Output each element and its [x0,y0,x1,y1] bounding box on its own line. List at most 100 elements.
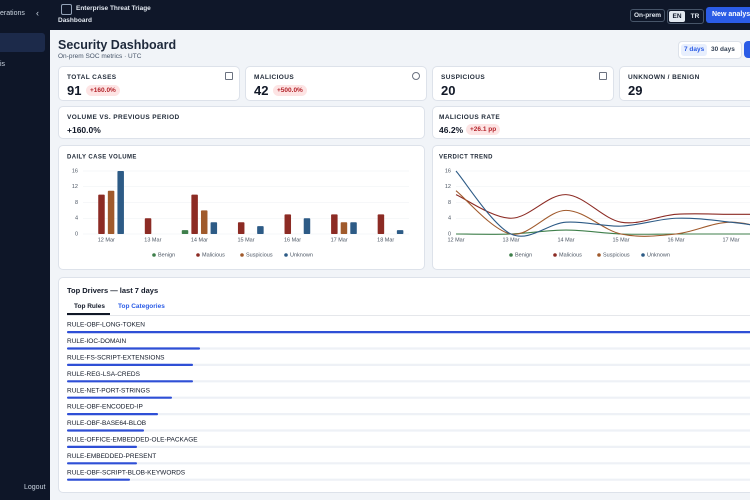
range-option[interactable]: 7 days [681,44,708,56]
bar [67,413,158,416]
y-tick-label: 0 [448,231,451,237]
kpi-value: 91 [67,83,82,98]
range-switch: 7 days 30 days [678,41,742,59]
legend-swatch [641,253,645,257]
x-tick-label: 16 Mar [284,237,301,243]
chart-card: VERDICT TREND 0 4 8 12 16 12 Mar 13 Mar 14 Mar 1… [432,145,750,270]
summary-change: +26.1 pp [466,124,501,135]
legend-swatch [597,253,601,257]
rule-name: RULE-OBF-ENCODED-IP [67,404,143,411]
bar-track [67,429,750,432]
rule-name: RULE-OFFICE-EMBEDDED-OLE-PACKAGE [67,437,198,444]
x-tick-label: 17 Mar [722,237,739,243]
chart-title: VERDICT TREND [439,155,493,161]
page-title: Security Dashboard [58,38,177,52]
rule-name: RULE-EMBEDDED-PRESENT [67,453,156,460]
rule-name: RULE-NET-PORT-STRINGS [67,387,151,394]
y-tick-label: 4 [448,216,451,222]
kpi-label: MALICIOUS [254,74,295,81]
language-switch: EN TR [667,9,704,24]
y-tick-label: 8 [75,200,78,206]
x-tick-label: 14 Mar [191,237,208,243]
kpi-change: +160.0% [86,85,120,96]
trend-line [455,194,750,224]
x-tick-label: 16 Mar [667,237,684,243]
trend-line [455,170,750,237]
card-title: Top Drivers — last 7 days [67,286,159,295]
kpi-icon [225,72,233,80]
legend-label: Suspicious [246,252,273,258]
tab-active[interactable]: Top Rules [74,303,105,310]
top-drivers-card: Top Drivers — last 7 days Top Rules Top … [58,277,750,493]
bar [67,347,200,350]
summary-card: VOLUME VS. PREVIOUS PERIOD +160.0% [58,106,425,139]
y-tick-label: 16 [72,168,78,174]
x-tick-label: 18 Mar [377,237,394,243]
bar [67,363,193,366]
collapse-icon[interactable]: ‹ [36,8,39,18]
tab[interactable]: Top Categories [118,303,165,310]
bar [257,226,264,234]
bar-track [67,347,750,350]
nav-item[interactable]: erations [0,10,25,17]
bar [210,222,218,234]
legend-swatch [553,253,557,257]
nav-active[interactable] [0,33,45,52]
bar-track [67,462,750,465]
trend-line [455,229,750,235]
verdict-trend-chart: VERDICT TREND 0 4 8 12 16 12 Mar 13 Mar 14 Mar 1… [439,155,750,258]
kpi-value: 20 [441,83,456,98]
kpi-label: SUSPICIOUS [441,74,486,81]
summary-value: +160.0% [67,125,101,135]
kpi-label: TOTAL CASES [67,74,117,81]
legend-label: Unknown [647,252,670,258]
x-tick-label: 15 Mar [237,237,254,243]
top-rules-chart: RULE-OBF-LONG-TOKEN RULE-IOC-DOMAIN RULE-F… [67,322,750,481]
page-name: Dashboard [58,17,92,24]
tab-underline [67,313,110,315]
bar [67,331,750,334]
bar-track [67,413,750,416]
nav-item[interactable]: is [0,61,6,68]
tab-divider [67,315,750,316]
legend-label: Unknown [290,252,313,258]
kpi-value: 42 [254,83,269,98]
x-tick-label: 13 Mar [502,237,519,243]
summary-label: MALICIOUS RATE [439,114,501,121]
language-option[interactable]: EN [669,11,685,22]
legend-swatch [284,253,288,257]
bar [144,218,152,234]
x-tick-label: 17 Mar [331,237,348,243]
bar [191,194,198,234]
kpi-value: 29 [628,83,643,98]
language-option[interactable]: TR [690,13,700,20]
bar [107,190,115,234]
rule-name: RULE-OBF-SCRIPT-BLOB-KEYWORDS [67,469,186,476]
legend-label: Malicious [559,252,582,258]
rule-name: RULE-REG-LSA-CREDS [67,371,141,378]
bar [67,396,172,399]
range-button[interactable] [744,41,750,58]
new-analysis-button[interactable]: New analysis [706,7,750,23]
summary-value: 46.2% [439,125,464,135]
page-subtitle: On-prem SOC metrics · UTC [58,53,142,60]
bar [98,194,105,234]
x-tick-label: 13 Mar [144,237,161,243]
rule-name: RULE-IOC-DOMAIN [67,338,127,345]
kpi-card: TOTAL CASES 91 +160.0% [58,66,240,101]
kpi-card: SUSPICIOUS 20 [432,66,614,101]
range-option[interactable]: 30 days [711,46,735,53]
kpi-icon [599,72,607,80]
mode-pill: On-prem [630,9,666,22]
bar-track [67,445,750,448]
legend-label: Benign [515,252,532,258]
x-tick-label: 12 Mar [98,237,115,243]
bar [67,478,130,481]
legend-swatch [240,253,244,257]
x-tick-label: 14 Mar [557,237,574,243]
kpi-card: UNKNOWN / BENIGN 29 [619,66,750,101]
bar-track [67,380,750,383]
summary-label: VOLUME VS. PREVIOUS PERIOD [67,114,180,121]
logout[interactable]: Logout [24,484,46,491]
